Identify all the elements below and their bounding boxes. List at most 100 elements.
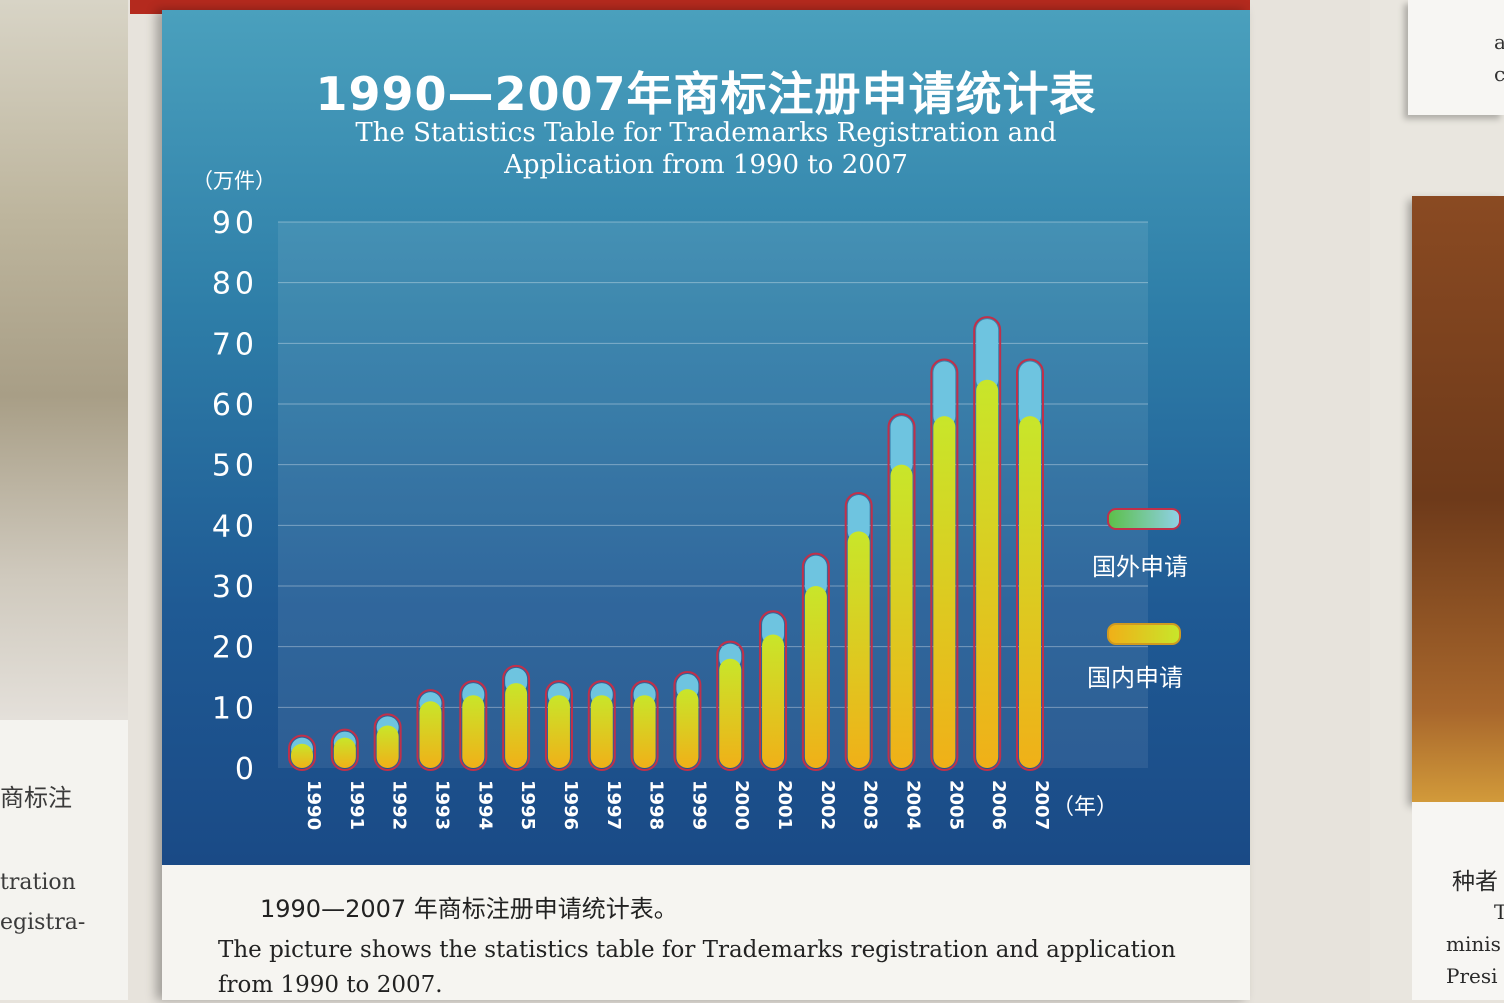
right-caption-line-1: 种者 <box>1452 869 1498 895</box>
bar-domestic <box>933 416 956 768</box>
y-tick-label: 0 <box>235 752 258 787</box>
x-tick-label: 1997 <box>603 780 624 830</box>
x-tick-label: 1995 <box>517 780 538 830</box>
x-tick-label: 2007 <box>1031 780 1052 830</box>
legend-label-foreign: 国外申请 <box>1092 553 1188 581</box>
bar-outline <box>716 640 745 772</box>
y-tick-label: 20 <box>212 631 258 666</box>
bar-outline <box>288 734 316 772</box>
y-axis-unit: （万件） <box>192 169 276 193</box>
bar-outline <box>1016 358 1044 771</box>
x-tick-label: 2002 <box>817 780 838 830</box>
bar-domestic <box>376 725 399 768</box>
bar-domestic <box>1019 416 1041 768</box>
right-neighbor-photo <box>1412 196 1504 802</box>
x-tick-label: 2001 <box>774 780 795 830</box>
right-top-letter-1: a <box>1494 30 1504 54</box>
bar-outline <box>887 413 916 771</box>
x-tick-label: 1999 <box>688 780 709 830</box>
bar-outline <box>587 680 616 771</box>
left-caption-line-2: tration <box>0 870 76 895</box>
bar-outline <box>630 680 659 771</box>
chart-title: 1990—2007年商标注册申请统计表 <box>315 67 1097 121</box>
bar-outline <box>973 316 1002 771</box>
bar-domestic <box>291 743 313 768</box>
bar-foreign <box>804 555 827 597</box>
x-tick-label: 1994 <box>474 780 495 830</box>
x-tick-label: 2003 <box>860 780 881 830</box>
bar-foreign <box>933 361 956 428</box>
x-tick-label: 2006 <box>988 780 1009 830</box>
bar-foreign <box>976 319 999 391</box>
legend-swatch-domestic <box>1107 623 1181 645</box>
bar-domestic <box>590 695 613 768</box>
legend-swatch-foreign <box>1107 508 1181 530</box>
bar-foreign <box>1019 361 1041 428</box>
y-tick-label: 90 <box>212 206 258 241</box>
x-tick-label: 1998 <box>646 780 667 830</box>
bar-outline <box>373 713 402 772</box>
right-caption-line-4: Presi <box>1446 964 1498 988</box>
right-caption-line-2: T <box>1494 900 1504 924</box>
bar-outline <box>502 664 531 772</box>
x-tick-label: 2005 <box>945 780 966 830</box>
x-axis-label: （年） <box>1052 795 1118 820</box>
bar-domestic <box>333 737 356 768</box>
exhibit-board: 1990—2007年商标注册申请统计表 The Statistics Table… <box>162 10 1250 1000</box>
left-caption-line-3: egistra- <box>0 910 86 935</box>
bar-domestic <box>676 689 699 768</box>
y-tick-label: 80 <box>212 267 258 302</box>
bar-domestic <box>847 531 870 768</box>
x-tick-label: 1993 <box>431 780 452 830</box>
bar-domestic <box>762 634 785 768</box>
bar-domestic <box>419 701 442 768</box>
x-tick-label: 2004 <box>903 780 924 830</box>
bar-outline <box>459 680 488 771</box>
y-tick-label: 30 <box>212 570 258 605</box>
x-tick-label: 2000 <box>731 780 752 830</box>
bar-outline <box>844 492 873 771</box>
bar-chart: 0 10 20 30 40 50 60 70 80 90 1990 1991 1992 1993 1994… <box>212 206 1148 830</box>
y-tick-label: 70 <box>212 327 258 362</box>
chart-poster: 1990—2007年商标注册申请统计表 The Statistics Table… <box>162 10 1250 865</box>
bar-outline <box>330 728 359 771</box>
bar-domestic <box>547 695 570 768</box>
bar-outline <box>544 680 573 771</box>
y-tick-label: 10 <box>212 691 258 726</box>
chart-subtitle-line-1: The Statistics Table for Trademarks Regi… <box>355 118 1057 148</box>
bar-outline <box>416 689 445 772</box>
bar-foreign <box>847 495 870 543</box>
bar-domestic <box>890 464 913 768</box>
left-caption-line-1: 商标注 <box>0 784 72 812</box>
bar-foreign <box>890 416 913 476</box>
bar-outline <box>801 552 830 772</box>
x-tick-label: 1992 <box>389 780 410 830</box>
y-tick-label: 40 <box>212 509 258 544</box>
caption-chinese: 1990—2007 年商标注册申请统计表。 <box>260 895 678 923</box>
caption-area: 1990—2007 年商标注册申请统计表。 The picture shows … <box>162 865 1250 1000</box>
right-caption-line-3: minis <box>1446 932 1501 956</box>
x-tick-label: 1990 <box>303 780 324 830</box>
bar-outline <box>930 358 959 771</box>
bar-domestic <box>804 586 827 768</box>
plot-area <box>278 222 1148 768</box>
x-tick-label: 1991 <box>346 780 367 830</box>
bar-outline <box>673 670 702 772</box>
y-tick-label: 60 <box>212 388 258 423</box>
bar-domestic <box>976 379 999 768</box>
right-neighbor-card-top: a c <box>1408 0 1504 115</box>
bar-domestic <box>633 695 656 768</box>
left-neighbor-caption: 商标注 tration egistra- <box>0 720 128 1000</box>
bar-domestic <box>505 683 528 768</box>
legend-label-domestic: 国内申请 <box>1087 664 1183 692</box>
right-neighbor-caption: 种者 T minis Presi <box>1412 802 1504 1000</box>
chart-subtitle-line-2: Application from 1990 to 2007 <box>504 150 908 180</box>
caption-english: The picture shows the statistics table f… <box>218 937 1176 998</box>
x-tick-label: 1996 <box>560 780 581 830</box>
bar-domestic <box>462 695 485 768</box>
y-tick-label: 50 <box>212 449 258 484</box>
bar-domestic <box>719 658 742 768</box>
right-top-letter-2: c <box>1494 62 1504 86</box>
bar-outline <box>759 610 788 771</box>
left-neighbor-photo <box>0 0 128 720</box>
